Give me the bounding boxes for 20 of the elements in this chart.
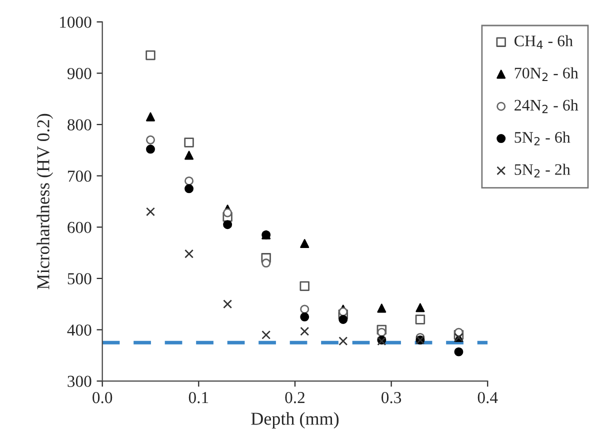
y-tick-label: 400 [67, 324, 92, 336]
x-tick-label: 0.2 [285, 392, 304, 404]
x-tick-label: 0.1 [188, 392, 208, 404]
x-tick-label: 0.3 [382, 392, 402, 404]
y-tick-label: 700 [68, 170, 92, 182]
legend-label: CH$_{4}$ - 6h [514, 35, 573, 49]
y-tick-label: 800 [68, 119, 92, 130]
y-axis-title: Microhardness (HV 0.2) [36, 114, 54, 290]
legend-label: 70N$_{2}$ - 6h [514, 67, 578, 81]
y-tick-label: 1000 [60, 16, 92, 28]
y-tick-label: 600 [68, 222, 92, 234]
legend-label: 5N$_{2}$ - 6h [514, 132, 570, 146]
x-tick-label: 0.4 [478, 392, 498, 404]
legend-label: 24N$_{2}$ - 6h [514, 99, 578, 114]
x-tick-label: 0.0 [92, 392, 112, 404]
legend-label: 5N$_{2}$ - 2h [514, 164, 570, 178]
y-tick-label: 900 [67, 68, 92, 80]
x-axis-title: Depth (mm) [251, 412, 339, 429]
y-tick-label: 500 [68, 273, 92, 284]
y-tick-label: 300 [68, 376, 92, 388]
